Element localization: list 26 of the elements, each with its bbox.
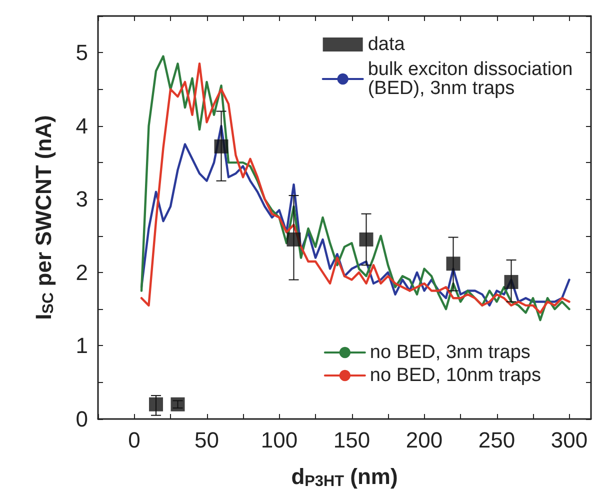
point <box>149 397 163 412</box>
y-axis-title: ISC per SWCNT (nA) <box>31 115 57 320</box>
x-tick-label: 100 <box>260 428 298 452</box>
y-tick-label: 2 <box>76 260 88 285</box>
x-tick-label: 0 <box>128 428 140 452</box>
y-tick-label: 3 <box>76 186 88 212</box>
point <box>286 232 301 246</box>
point <box>504 274 518 289</box>
legend-label: bulk exciton dissociation (BED), 3nm traps <box>368 59 578 99</box>
point <box>170 397 185 412</box>
legend-label: no BED, 10nm traps <box>370 365 542 386</box>
point <box>359 232 374 246</box>
y-tick-label: 5 <box>76 40 88 66</box>
point <box>214 139 228 154</box>
x-tick-label: 250 <box>478 428 516 452</box>
y-tick-label: 4 <box>76 113 88 138</box>
x-tick-label: 50 <box>194 428 219 452</box>
line-series <box>140 124 570 307</box>
x-tick-label: 150 <box>333 428 370 452</box>
y-tick-label: 0 <box>76 406 88 432</box>
point <box>446 256 460 271</box>
legend-label: data <box>368 34 406 55</box>
legend-label: no BED, 3nm traps <box>370 342 530 363</box>
x-tick-label: 300 <box>550 428 588 452</box>
y-tick-label: 1 <box>76 333 88 358</box>
x-tick-label: 200 <box>406 428 443 452</box>
